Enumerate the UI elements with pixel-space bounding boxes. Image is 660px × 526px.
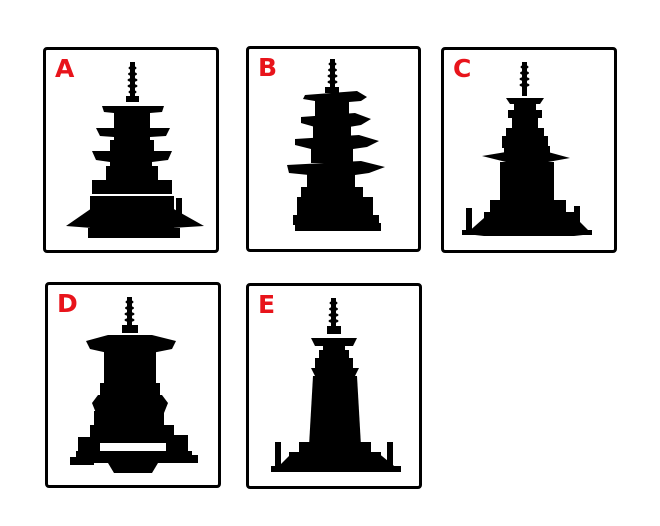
option-panel-a[interactable]: A xyxy=(43,47,219,253)
option-label-e: E xyxy=(258,290,276,319)
pagoda-silhouette-icon xyxy=(462,62,592,236)
option-label-a: A xyxy=(55,54,75,83)
option-label-b: B xyxy=(258,53,278,82)
pagoda-silhouette-icon xyxy=(66,62,204,238)
option-panel-e[interactable]: E xyxy=(246,283,422,489)
option-label-d: D xyxy=(57,289,78,318)
option-panel-b[interactable]: B xyxy=(246,46,421,252)
option-panel-c[interactable]: C xyxy=(441,47,617,253)
pagoda-silhouette-icon xyxy=(271,298,401,472)
option-panel-d[interactable]: D xyxy=(45,282,221,488)
pagoda-silhouette-icon xyxy=(70,297,198,473)
pagoda-silhouette-icon xyxy=(287,59,385,231)
option-label-c: C xyxy=(453,54,472,83)
